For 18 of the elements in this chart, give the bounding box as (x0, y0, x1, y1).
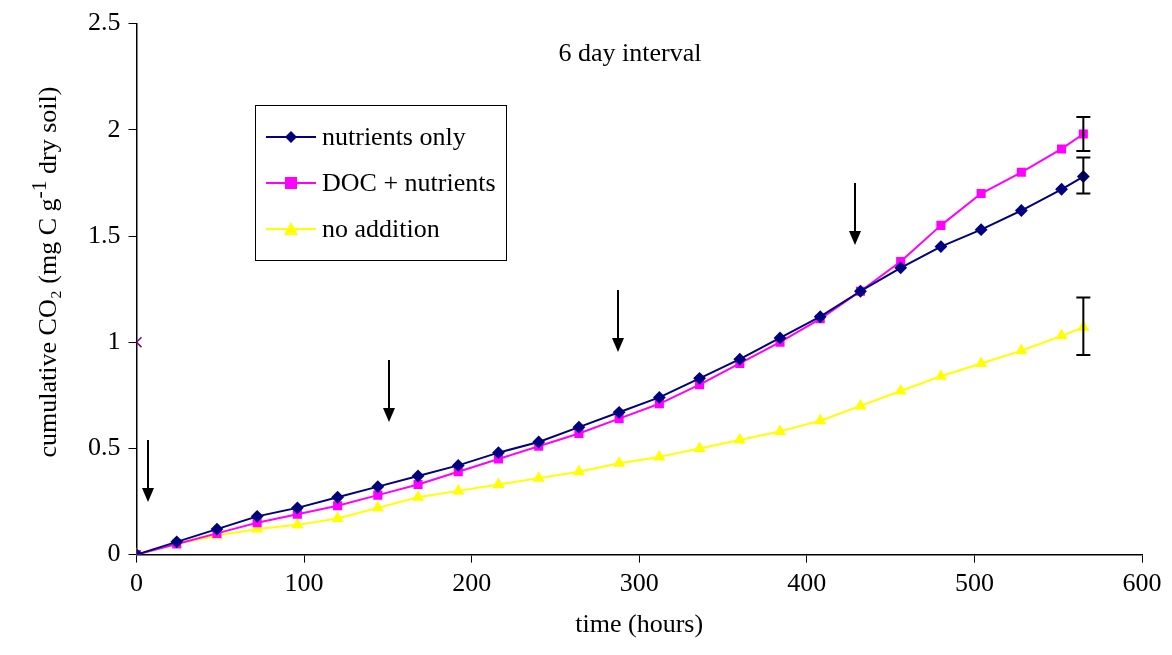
x-tick-label: 0 (130, 568, 143, 598)
legend-label: nutrients only (322, 122, 466, 152)
y-tick-label: 1.5 (88, 219, 121, 249)
legend-label: DOC + nutrients (322, 168, 496, 198)
x-tick-label: 600 (1122, 568, 1162, 598)
y-tick-label: 1 (107, 326, 121, 356)
y-tick-label: 2 (107, 113, 121, 143)
x-tick-label: 200 (452, 568, 492, 598)
x-tick-label: 300 (619, 568, 659, 598)
x-tick-label: 400 (787, 568, 827, 598)
text: 6 day interval (557, 38, 703, 68)
legend-label: no addition (322, 214, 440, 244)
x-axis-title: time (hours) (575, 609, 704, 639)
x-tick-label: 500 (954, 568, 994, 598)
y-tick-label: 0.5 (88, 432, 121, 462)
x-tick-label: 100 (284, 568, 324, 598)
y-tick-label: 2.5 (88, 7, 121, 37)
y-tick-label: 0 (107, 538, 121, 568)
